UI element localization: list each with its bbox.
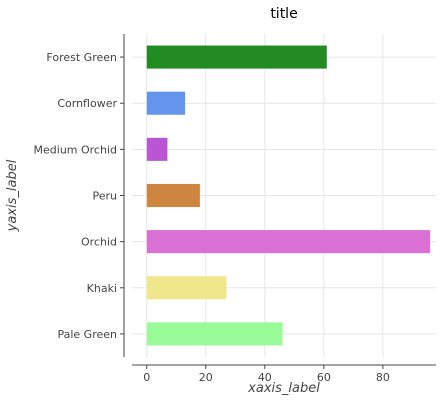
y-tick-label: Pale Green xyxy=(57,328,117,341)
x-axis-label: xaxis_label xyxy=(247,381,320,396)
x-tick-label: 40 xyxy=(258,371,272,384)
bar-medium-orchid xyxy=(146,137,168,161)
y-tick-label: Forest Green xyxy=(46,51,117,64)
x-tick-label: 0 xyxy=(143,371,150,384)
x-tick-label: 20 xyxy=(199,371,213,384)
y-axis-label: yaxis_label xyxy=(5,159,20,232)
y-tick-label: Peru xyxy=(92,190,117,203)
bar-cornflower xyxy=(146,91,186,115)
bar-peru xyxy=(146,183,200,208)
y-tick-label: Orchid xyxy=(81,236,117,249)
y-axis: Pale Green Khaki Orchid Peru Medium Orchid Co… xyxy=(34,34,125,357)
bar-forest-green xyxy=(146,45,327,69)
y-tick-label: Cornflower xyxy=(57,97,117,110)
bar-khaki xyxy=(146,276,227,300)
bar-pale-green xyxy=(146,322,283,346)
y-tick-label: Khaki xyxy=(87,282,117,295)
bar-orchid xyxy=(146,230,431,254)
x-axis: 0 20 40 60 80 xyxy=(132,364,436,384)
x-tick-label: 60 xyxy=(317,371,331,384)
chart-title: title xyxy=(270,6,297,22)
y-tick-label: Medium Orchid xyxy=(34,143,117,156)
bars xyxy=(146,45,431,346)
x-tick-label: 80 xyxy=(376,371,390,384)
